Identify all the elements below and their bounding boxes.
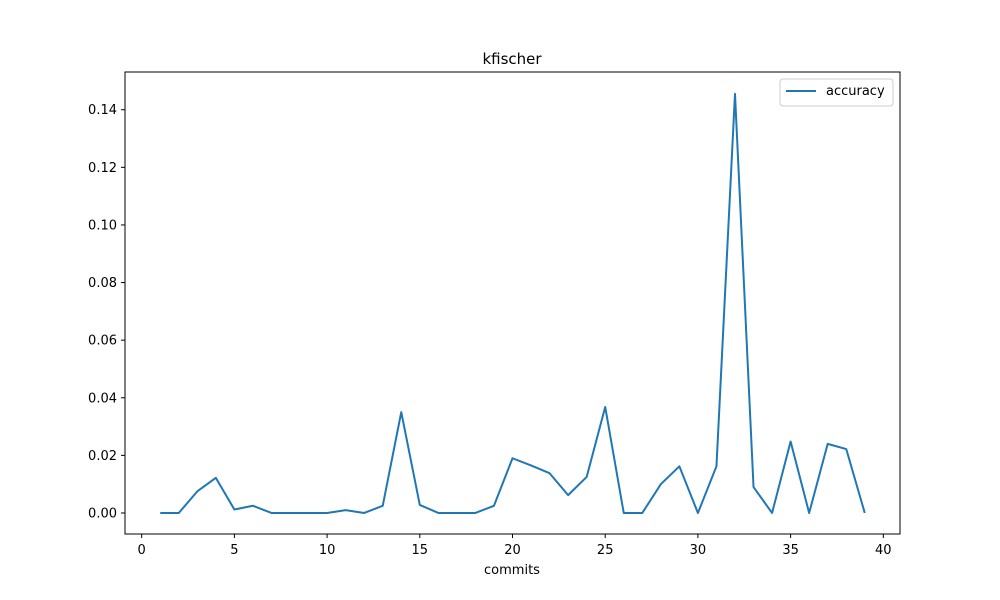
x-axis: 0 5 10 15 20 25 30 35 40 — [138, 534, 892, 558]
x-tick-label: 5 — [230, 543, 238, 558]
series-line-0 — [160, 92, 866, 514]
legend-label: accuracy — [826, 84, 885, 99]
chart-title: kfischer — [482, 50, 542, 68]
legend-box — [779, 78, 894, 107]
y-axis: 0.00 0.02 0.04 0.06 0.08 0.10 0.12 0.14 — [88, 103, 125, 521]
x-tick-label: 20 — [504, 543, 521, 558]
y-tick-label: 0.06 — [88, 334, 117, 349]
x-tick-label: 30 — [690, 543, 707, 558]
y-tick-label: 0.02 — [88, 449, 117, 464]
legend: accuracy — [779, 78, 894, 107]
y-tick-label: 0.00 — [88, 506, 117, 521]
x-tick-label: 15 — [412, 543, 429, 558]
x-tick-label: 40 — [875, 543, 892, 558]
x-axis-title: commits — [484, 563, 540, 578]
x-tick-label: 10 — [319, 543, 336, 558]
x-tick-label: 25 — [597, 543, 614, 558]
x-tick-label: 35 — [782, 543, 799, 558]
y-tick-label: 0.12 — [88, 161, 117, 176]
y-tick-label: 0.08 — [88, 276, 117, 291]
x-tick-label: 0 — [138, 543, 146, 558]
y-tick-label: 0.10 — [88, 218, 117, 233]
y-tick-label: 0.14 — [88, 103, 117, 118]
plot-area — [160, 92, 866, 514]
y-tick-label: 0.04 — [88, 391, 117, 406]
